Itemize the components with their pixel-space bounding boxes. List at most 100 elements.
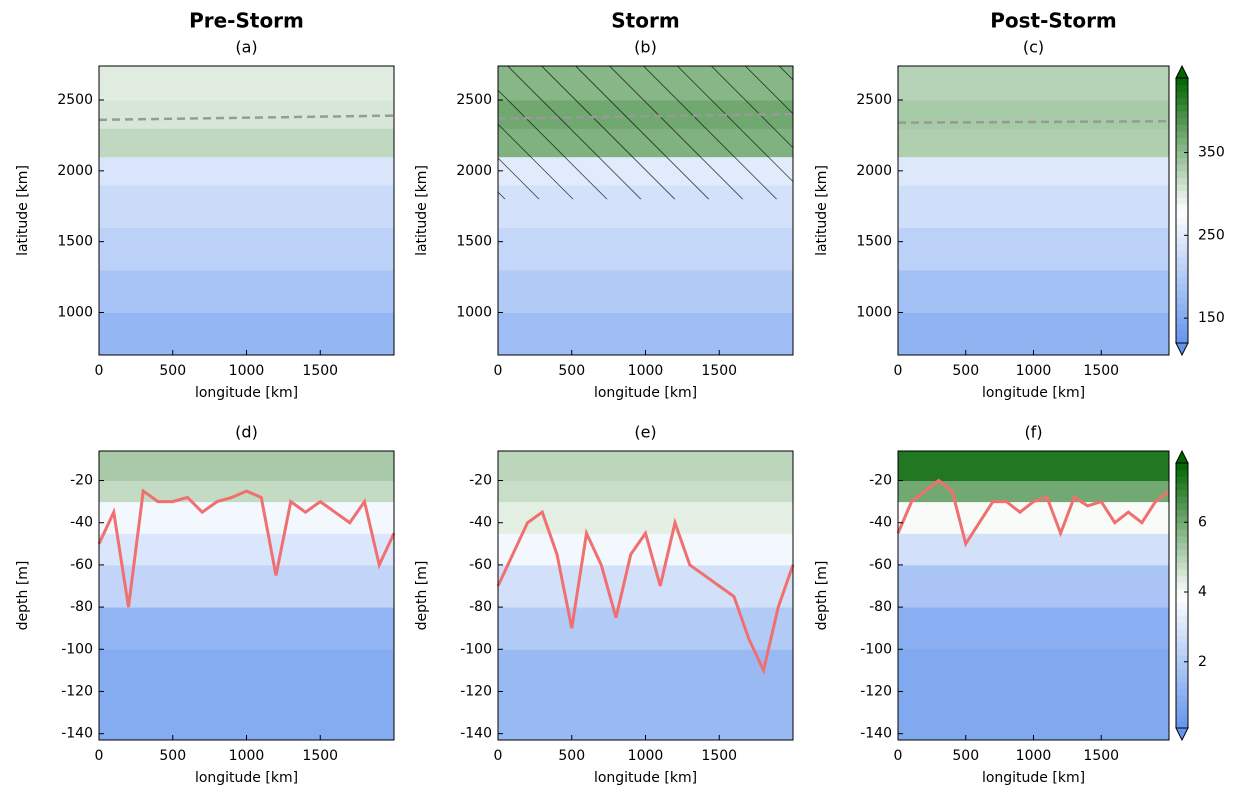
x-tick-label: 1000 [628, 748, 664, 764]
colorbar-step [1176, 97, 1188, 105]
y-tick-label: 1500 [57, 234, 93, 250]
colorbar-step [1176, 210, 1188, 218]
heat-band [498, 480, 793, 503]
y-tick-label: -40 [869, 515, 892, 531]
panel-subtitle: (b) [634, 38, 657, 57]
colorbar-step [1176, 708, 1188, 716]
heat-band [498, 607, 793, 650]
colorbar-step [1176, 661, 1188, 669]
colorbar-step [1176, 628, 1188, 636]
colorbar-step [1176, 290, 1188, 298]
colorbar-step [1176, 137, 1188, 145]
x-tick-label: 500 [159, 748, 186, 764]
colorbar-step [1176, 714, 1188, 722]
x-tick-label: 1500 [1083, 363, 1119, 379]
colorbar-step [1176, 170, 1188, 178]
hatch-region [498, 66, 793, 200]
colorbar-step [1176, 602, 1188, 610]
y-tick-label: -80 [469, 599, 492, 615]
y-tick-label: -40 [469, 515, 492, 531]
heat-band [99, 227, 394, 271]
y-tick-label: -120 [61, 683, 93, 699]
y-tick-label: 1500 [456, 234, 492, 250]
y-tick-label: -120 [460, 683, 492, 699]
colorbar-step [1176, 469, 1188, 477]
colorbar-step [1176, 164, 1188, 172]
colorbar-step [1176, 303, 1188, 311]
colorbar-step [1176, 502, 1188, 510]
panel-title: Post-Storm [990, 9, 1117, 33]
colorbar-step [1176, 575, 1188, 583]
y-tick-label: 1500 [856, 234, 892, 250]
colorbar-tick-label: 4 [1198, 584, 1207, 600]
heat-band [898, 156, 1169, 186]
x-axis-label: longitude [km] [982, 385, 1085, 401]
x-tick-label: 0 [95, 748, 104, 764]
panel-subtitle: (a) [235, 38, 257, 57]
heat-band [898, 100, 1169, 129]
colorbar-step [1176, 329, 1188, 337]
x-tick-label: 500 [159, 363, 186, 379]
x-axis-label: longitude [km] [195, 770, 298, 786]
heat-band [898, 227, 1169, 271]
colorbar-step [1176, 117, 1188, 125]
x-tick-label: 500 [952, 363, 979, 379]
heat-band [99, 185, 394, 228]
y-axis-label: depth [m] [414, 561, 430, 631]
heat-band [898, 564, 1169, 608]
colorbar-tick-label: 250 [1198, 227, 1225, 243]
colorbar-step [1176, 648, 1188, 656]
y-tick-label: 2000 [456, 163, 492, 179]
x-tick-label: 0 [95, 363, 104, 379]
colorbar-step [1176, 635, 1188, 643]
heat-band [99, 312, 394, 356]
heat-band [498, 312, 793, 356]
colorbar-step [1176, 190, 1188, 198]
colorbar-step [1176, 316, 1188, 324]
x-tick-label: 500 [558, 748, 585, 764]
colorbar-step [1176, 223, 1188, 231]
y-tick-label: -140 [860, 726, 892, 742]
colorbar-step [1176, 489, 1188, 497]
colorbar-step [1176, 509, 1188, 517]
y-tick-label: -60 [70, 557, 93, 573]
heat-band [898, 480, 1169, 503]
x-axis-label: longitude [km] [982, 770, 1085, 786]
colorbar-tick-label: 6 [1198, 514, 1207, 530]
y-tick-label: -20 [469, 473, 492, 489]
x-tick-label: 1500 [701, 363, 737, 379]
y-tick-label: -20 [869, 473, 892, 489]
colorbar-step [1176, 588, 1188, 596]
y-tick-label: 2500 [57, 92, 93, 108]
colorbar-step [1176, 535, 1188, 543]
colorbar-step [1176, 270, 1188, 278]
heat-band [99, 564, 394, 608]
y-tick-label: 2500 [456, 92, 492, 108]
heat-band [498, 227, 793, 271]
y-tick-label: 1000 [856, 305, 892, 321]
colorbar-step [1176, 721, 1188, 729]
y-tick-label: -60 [869, 557, 892, 573]
colorbar-tick-label: 350 [1198, 145, 1225, 161]
colorbar-step [1176, 522, 1188, 530]
y-tick-label: 2000 [856, 163, 892, 179]
x-tick-label: 1000 [229, 748, 265, 764]
colorbar-step [1176, 569, 1188, 577]
panel-title: Pre-Storm [189, 9, 304, 33]
x-axis-label: longitude [km] [594, 385, 697, 401]
colorbar-step [1176, 668, 1188, 676]
colorbar-step [1176, 595, 1188, 603]
y-tick-label: -80 [869, 599, 892, 615]
x-tick-label: 0 [494, 748, 503, 764]
y-tick-label: 1000 [456, 305, 492, 321]
x-tick-label: 500 [558, 363, 585, 379]
colorbar-step [1176, 157, 1188, 165]
heat-band [898, 607, 1169, 650]
colorbar-step [1176, 203, 1188, 211]
x-tick-label: 1000 [229, 363, 265, 379]
heat-band [898, 451, 1169, 482]
colorbar-step [1176, 104, 1188, 112]
y-tick-label: 1000 [57, 305, 93, 321]
colorbar-step [1176, 641, 1188, 649]
